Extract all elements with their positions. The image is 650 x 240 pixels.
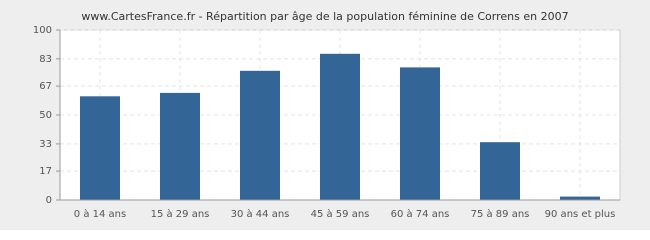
x-tick-label: 75 à 89 ans xyxy=(471,208,530,220)
chart: www.CartesFrance.fr - Répartition par âg… xyxy=(0,0,650,230)
y-tick-label: 17 xyxy=(39,166,52,177)
chart-title: www.CartesFrance.fr - Répartition par âg… xyxy=(81,10,568,23)
x-tick-label: 45 à 59 ans xyxy=(311,208,370,220)
y-tick-label: 50 xyxy=(39,110,52,121)
x-tick-label: 0 à 14 ans xyxy=(74,208,126,220)
y-tick-label: 100 xyxy=(33,25,52,36)
bar xyxy=(480,142,520,200)
bar xyxy=(240,70,280,200)
y-tick-label: 83 xyxy=(39,54,52,65)
x-tick-label: 15 à 29 ans xyxy=(151,208,210,220)
x-tick-label: 60 à 74 ans xyxy=(391,208,450,220)
y-tick-label: 0 xyxy=(46,195,52,206)
y-tick-label: 33 xyxy=(39,139,52,150)
bar xyxy=(80,96,120,200)
x-tick-label: 90 ans et plus xyxy=(545,209,616,220)
x-tick-label: 30 à 44 ans xyxy=(231,208,290,220)
bar xyxy=(400,67,440,201)
bar xyxy=(160,92,200,200)
y-tick-label: 67 xyxy=(39,81,52,92)
bar xyxy=(320,53,360,200)
bar xyxy=(560,196,600,200)
